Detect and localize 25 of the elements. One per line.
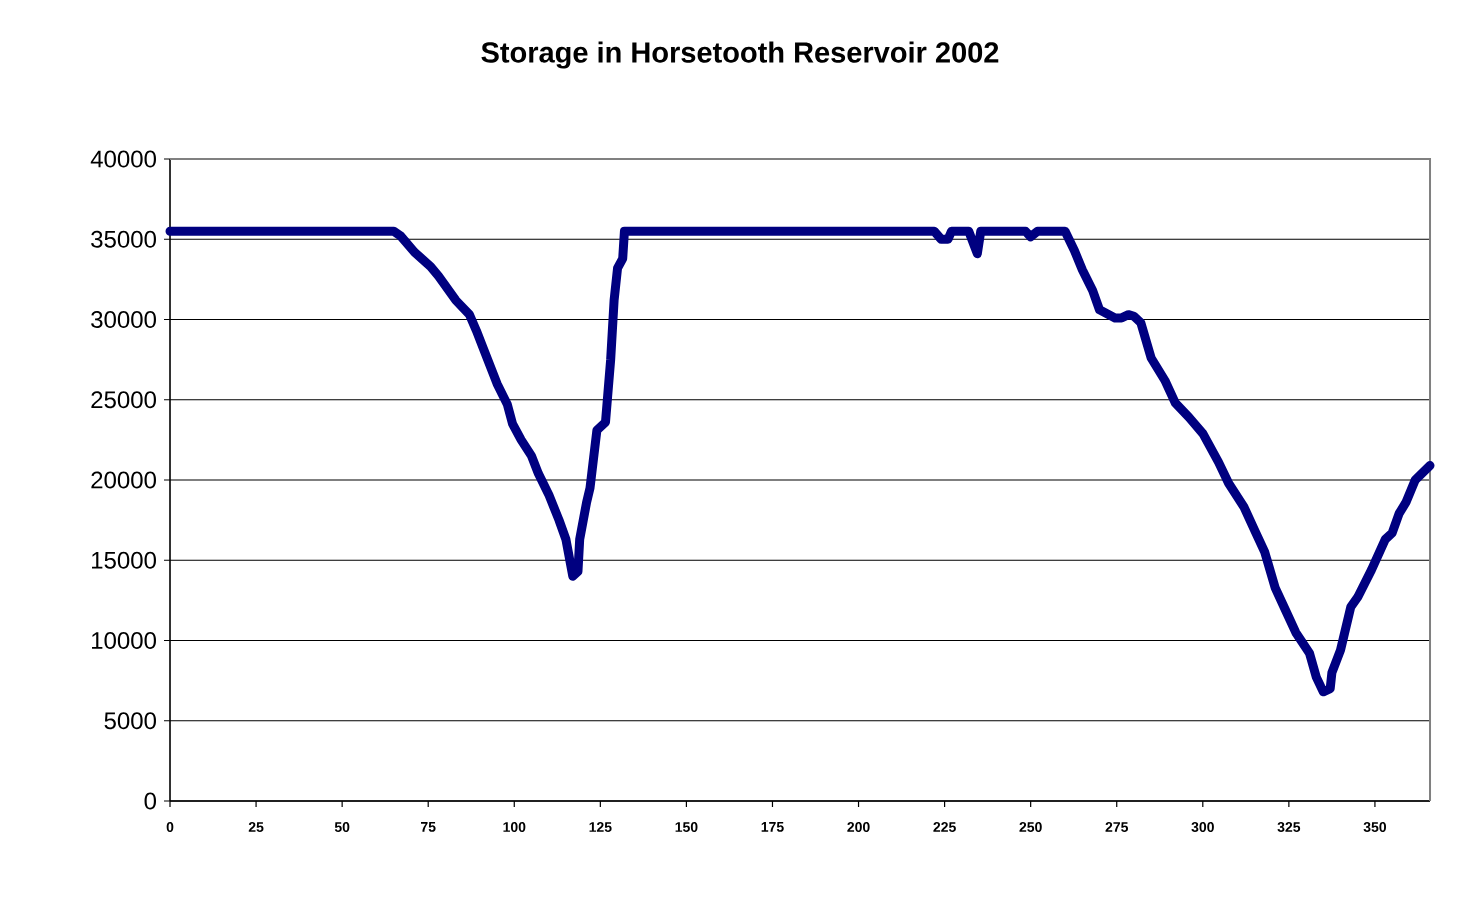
- x-tick-label: 350: [1363, 822, 1387, 832]
- x-tick-label: 225: [933, 822, 956, 832]
- y-tick-label: 30000: [91, 311, 156, 328]
- x-tick-label: 325: [1277, 822, 1301, 832]
- x-tick-label: 150: [675, 822, 698, 832]
- y-tick-label: 5000: [104, 712, 156, 730]
- x-tick-label: 75: [421, 822, 436, 832]
- chart-title: Storage in Horsetooth Reservoir 2002: [481, 41, 999, 69]
- y-tick-label: 40000: [90, 150, 156, 168]
- x-tick-label: 125: [589, 822, 612, 832]
- x-tick-label: 100: [503, 822, 526, 832]
- y-tick-label: 20000: [91, 471, 156, 489]
- x-tick-label: 25: [248, 822, 264, 832]
- x-tick-label: 275: [1105, 822, 1129, 832]
- y-tick-label: 0: [144, 792, 157, 810]
- x-tick-label: 175: [761, 822, 784, 832]
- x-tick-label: 0: [166, 822, 174, 832]
- x-tick-label: 250: [1019, 822, 1042, 832]
- y-tick-label: 35000: [91, 230, 156, 248]
- y-tick-label: 15000: [92, 551, 156, 569]
- x-tick-label: 300: [1191, 822, 1214, 832]
- y-tick-label: 25000: [91, 391, 156, 409]
- x-tick-label: 50: [334, 822, 350, 832]
- y-tick-label: 10000: [92, 632, 156, 649]
- x-tick-label: 200: [847, 822, 870, 832]
